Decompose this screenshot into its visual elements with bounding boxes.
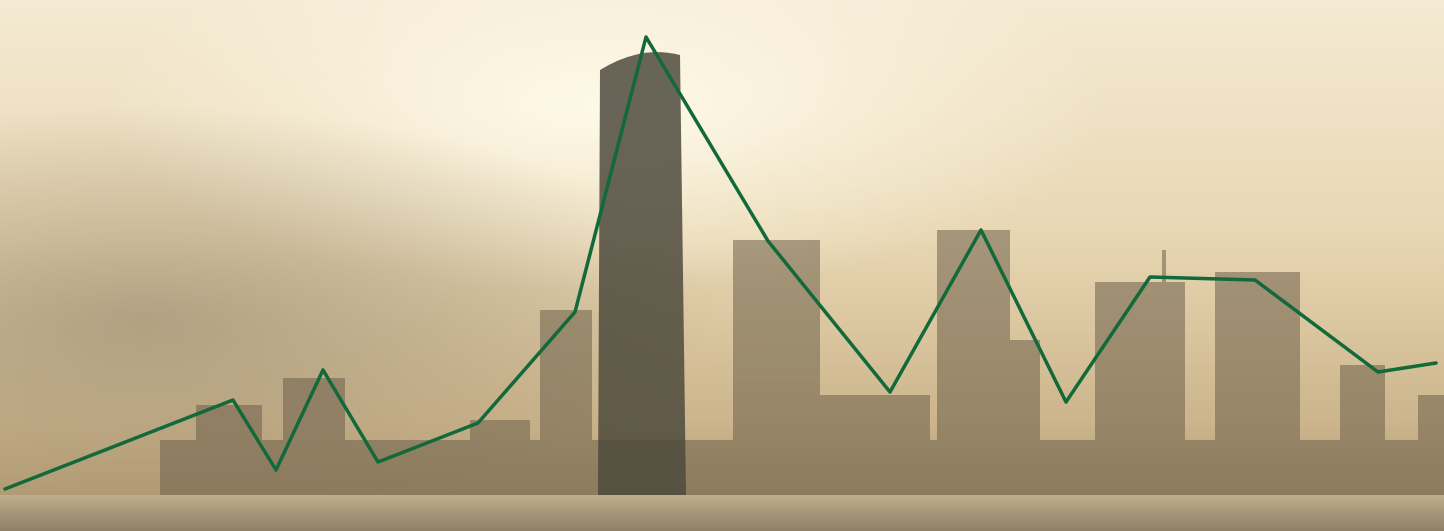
data-line <box>3 35 1438 491</box>
